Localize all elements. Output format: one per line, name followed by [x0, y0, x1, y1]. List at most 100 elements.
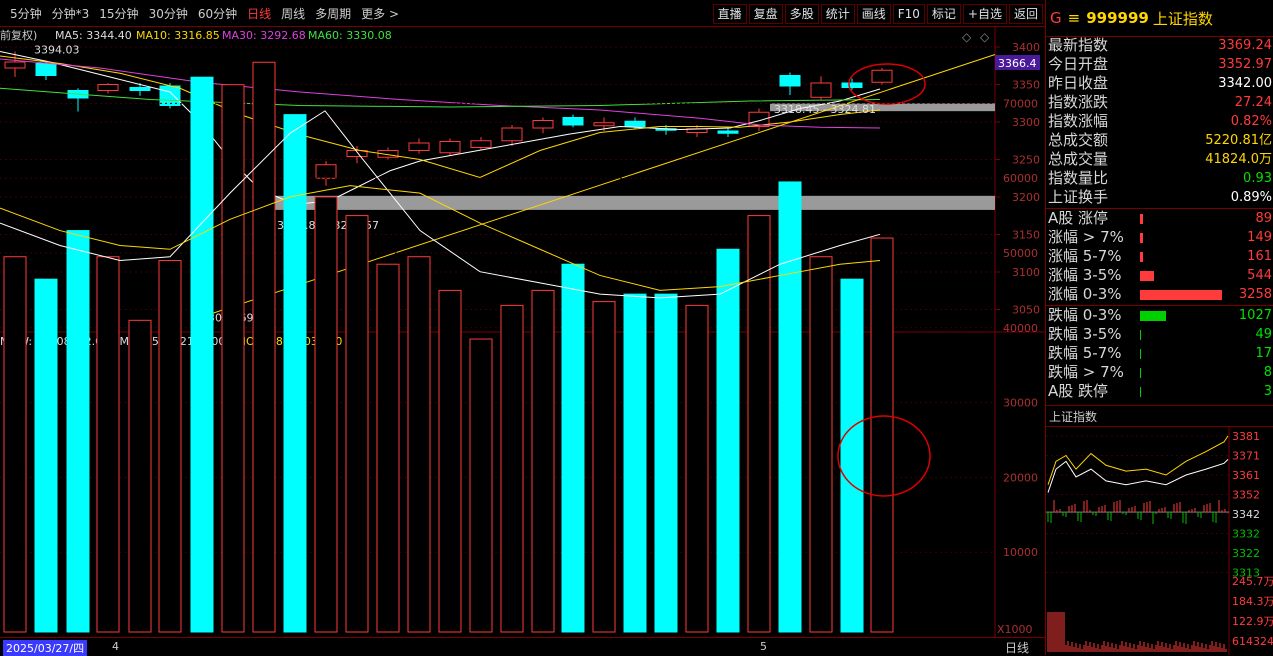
- price-tick-label: 3200: [1012, 191, 1040, 204]
- volume-bar: [96, 256, 120, 633]
- price-tick-label: 3050: [1012, 304, 1040, 317]
- toolbar-button-7[interactable]: +自选: [962, 4, 1007, 24]
- toolbar-button-1[interactable]: 复盘: [748, 4, 783, 24]
- toolbar-button-0[interactable]: 直播: [712, 4, 747, 24]
- toolbar-button-6[interactable]: 标记: [926, 4, 961, 24]
- breadth-label: A股 涨停: [1048, 209, 1109, 227]
- mini-vol-label: 245.7万: [1232, 575, 1273, 588]
- diamond-icon: ◇: [962, 30, 972, 44]
- adjust-label: 前复权): [0, 28, 37, 42]
- candle-body: [532, 120, 554, 129]
- volume-bar: [654, 293, 678, 633]
- candle-body: [624, 120, 646, 127]
- volume-bar: [870, 237, 894, 633]
- breadth-label: 涨幅 > 7%: [1048, 228, 1124, 246]
- period-tab-2[interactable]: 15分钟: [99, 6, 139, 21]
- breadth-value: 17: [1255, 346, 1272, 361]
- cursor-date: 2025/03/27/四: [3, 640, 88, 656]
- kline-chart[interactable]: 3400 3350 3300 3250 3200 3150 3100 3050 3366.4 前复…: [0, 27, 1045, 637]
- breadth-value: 49: [1255, 327, 1272, 342]
- breadth-row: 涨幅 0-3% 3258: [1048, 285, 1272, 304]
- quote-label: 总成交量: [1048, 150, 1109, 168]
- quote-value: 0.82%: [1230, 114, 1272, 129]
- volume-bar: [469, 338, 493, 633]
- price-tick-label: 3150: [1012, 229, 1040, 242]
- quote-panel: G ≡ 999999 上证指数 最新指数 3369.24 今日开盘 3352.97 昨日…: [1045, 0, 1273, 655]
- volume-bar: [623, 293, 647, 633]
- mini-price-label: 3342: [1232, 508, 1260, 521]
- breadth-label: 跌幅 3-5%: [1048, 325, 1122, 343]
- quote-value: 0.93: [1243, 171, 1272, 186]
- candle-body: [97, 84, 119, 91]
- candle-body: [159, 85, 181, 106]
- breadth-label: 跌幅 5-7%: [1048, 344, 1122, 362]
- toolbar-button-3[interactable]: 统计: [820, 4, 855, 24]
- month-marker-5: 5: [760, 640, 767, 653]
- quote-label: 指数涨跌: [1048, 93, 1109, 111]
- candle-body: [779, 75, 801, 87]
- period-tab-1[interactable]: 分钟*3: [51, 6, 90, 21]
- breadth-row: 跌幅 > 7% 8: [1048, 363, 1272, 382]
- quote-label: 上证换手: [1048, 188, 1109, 206]
- candle-body: [377, 150, 399, 158]
- price-tick-label: 3250: [1012, 154, 1040, 167]
- volume-bar: [314, 196, 338, 633]
- mini-price-label: 3361: [1232, 469, 1260, 482]
- breadth-value: 8: [1263, 365, 1272, 380]
- vol-tick-label: 20000: [1003, 471, 1038, 484]
- period-tab-0[interactable]: 5分钟: [10, 6, 42, 21]
- toolbar-button-5[interactable]: F10: [892, 4, 925, 24]
- candle-body: [501, 127, 523, 142]
- candle-body: [871, 69, 893, 83]
- quote-label: 最新指数: [1048, 36, 1109, 54]
- quote-row: 指数量比 0.93: [1048, 169, 1272, 188]
- vol-tick-label: 50000: [1003, 247, 1038, 260]
- period-indicator[interactable]: 日线: [1005, 641, 1030, 655]
- ma5-label: MA5: 3344.40: [55, 29, 132, 42]
- period-tab-6[interactable]: 周线: [281, 6, 306, 21]
- vol-tick-label: 60000: [1003, 172, 1038, 185]
- volume-bar: [778, 181, 802, 633]
- breadth-bar: [1140, 349, 1141, 359]
- toolbar-button-2[interactable]: 多股: [784, 4, 819, 24]
- price-tick-label: 3300: [1012, 116, 1040, 129]
- quote-value: 0.89%: [1230, 190, 1272, 205]
- vol-unit-label: X1000: [997, 623, 1033, 636]
- mini-price-label: 3332: [1232, 528, 1260, 541]
- breadth-bar: [1140, 233, 1143, 243]
- period-tab-3[interactable]: 30分钟: [148, 6, 188, 21]
- volume-bar: [345, 215, 369, 633]
- volume-bar: [407, 256, 431, 633]
- mini-price-label: 3352: [1232, 489, 1260, 502]
- quote-label: 今日开盘: [1048, 55, 1109, 73]
- toolbar-button-4[interactable]: 画线: [856, 4, 891, 24]
- breadth-value: 149: [1247, 230, 1272, 245]
- volume-bar: [561, 263, 585, 633]
- volume-bar: [376, 263, 400, 633]
- quote-row: 最新指数 3369.24: [1048, 36, 1272, 55]
- volume-bar: [252, 61, 276, 633]
- volume-bar: [592, 301, 616, 633]
- breadth-row: A股 跌停 3: [1048, 382, 1272, 401]
- mini-chart-header: 上证指数: [1046, 405, 1273, 427]
- volume-bar: [66, 230, 90, 633]
- highlight-circle: [848, 63, 926, 105]
- menu-icon[interactable]: ≡: [1067, 9, 1081, 27]
- breadth-value: 3: [1263, 384, 1272, 399]
- period-tab-5[interactable]: 日线: [247, 6, 272, 21]
- gap-band: [770, 103, 995, 112]
- toolbar-button-8[interactable]: 返回: [1008, 4, 1043, 24]
- mini-vol-label: 184.3万: [1232, 595, 1273, 608]
- quote-row: 昨日收盘 3342.00: [1048, 74, 1272, 93]
- period-tab-8[interactable]: 更多 >: [361, 6, 400, 21]
- volume-bar: [190, 76, 214, 633]
- volume-bar: [128, 319, 152, 633]
- mini-avg-line: [1047, 435, 1229, 485]
- date-statusbar: 2025/03/27/四 4 5 日线: [0, 637, 1045, 656]
- quote-row: 总成交量 41824.0万: [1048, 150, 1272, 169]
- volume-bar: [283, 114, 307, 633]
- candle-body: [346, 150, 368, 157]
- period-tab-7[interactable]: 多周期: [315, 6, 352, 21]
- period-tab-4[interactable]: 60分钟: [197, 6, 238, 21]
